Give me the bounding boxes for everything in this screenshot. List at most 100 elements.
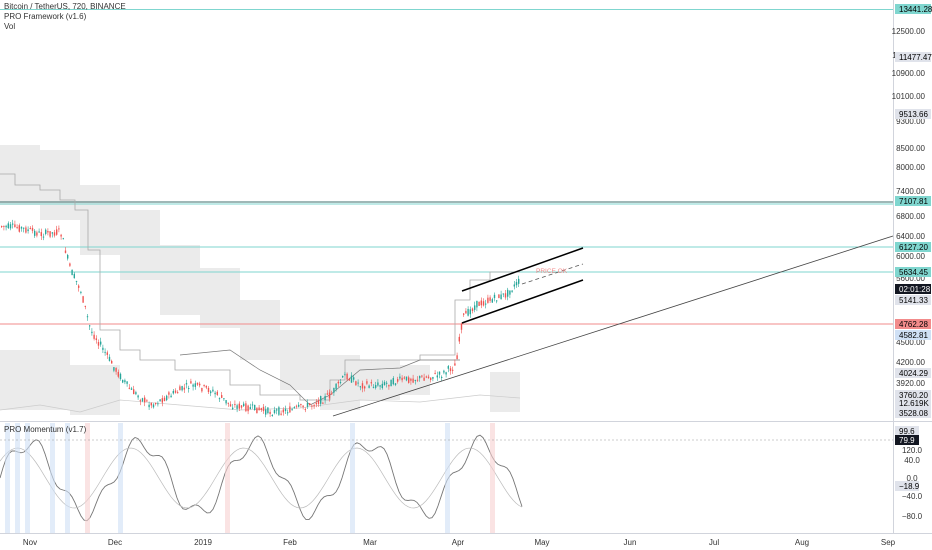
candle-body: [203, 385, 205, 387]
candle-body: [430, 377, 432, 381]
candle-body: [342, 375, 344, 378]
candle-body: [513, 284, 515, 287]
candle-body: [194, 383, 196, 387]
price-channel[interactable]: [461, 247, 584, 324]
candle-body: [469, 309, 471, 315]
candle-body: [331, 393, 333, 395]
candle-body: [260, 408, 262, 410]
cloud-block: [120, 210, 160, 280]
candle-body: [293, 407, 295, 409]
time-label: Aug: [795, 538, 809, 547]
price-tag: 6127.20: [895, 242, 931, 252]
candle-body: [212, 389, 214, 392]
momentum-zone: [118, 423, 123, 533]
candle-body: [447, 366, 449, 369]
candle-body: [45, 229, 47, 234]
candle-body: [23, 227, 25, 229]
candle-body: [84, 305, 86, 307]
candle-body: [218, 398, 221, 400]
time-axis[interactable]: Nov Dec 2019 Feb Mar Apr May Jun Jul Aug Sep: [23, 538, 896, 547]
momentum-zone: [25, 423, 30, 533]
candle-body: [5, 225, 7, 228]
price-tag: 02:01:28: [895, 284, 931, 294]
candle-body: [454, 363, 456, 366]
candle-body: [36, 232, 38, 236]
candle-body: [500, 294, 502, 300]
candle-body: [185, 383, 188, 385]
candle-body: [223, 398, 225, 400]
candle-body: [174, 390, 177, 393]
price-tags: 13441.28 11477.47 9513.66 7107.81 6127.20 563…: [895, 4, 932, 418]
candle-body: [357, 382, 359, 384]
candle-body: [58, 228, 60, 230]
cloud-block: [70, 365, 120, 415]
cloud-block: [200, 268, 240, 328]
momentum-zone: [490, 423, 495, 533]
candle-body: [377, 382, 379, 386]
channel-mid: [521, 263, 584, 285]
cloud-block: [0, 145, 40, 205]
candle-body: [89, 325, 91, 327]
price-tag: 7107.81: [895, 196, 931, 206]
momentum-legend[interactable]: PRO Momentum (v1.7): [4, 425, 87, 434]
price-tag: 4582.81: [895, 330, 931, 340]
candle-body: [388, 384, 390, 387]
momentum-zone: [225, 423, 230, 533]
candle-body: [346, 373, 348, 380]
candle-body: [425, 376, 427, 378]
momentum-tick-label: 0.0: [906, 474, 918, 483]
price-axis[interactable]: 12500.0011700.0010900.0010100.009300.008…: [892, 27, 926, 410]
candle-body: [390, 379, 392, 387]
svg-text:9513.66: 9513.66: [899, 110, 928, 119]
candle-body: [16, 226, 18, 229]
candle-body: [280, 413, 282, 415]
candle-body: [434, 372, 436, 374]
momentum-lines: [0, 423, 523, 533]
channel-lower: [461, 279, 584, 324]
framework-indicator-label[interactable]: PRO Framework (v1.6): [4, 12, 87, 21]
candle-body: [73, 273, 75, 279]
horizontal-levels: [0, 9, 893, 325]
svg-text:5141.33: 5141.33: [899, 296, 928, 305]
trend-line[interactable]: [332, 235, 894, 417]
candle-body: [291, 409, 293, 411]
candle-body: [38, 231, 40, 233]
volume-indicator-label[interactable]: Vol: [4, 22, 16, 31]
price-tick-label: 9300.00: [896, 117, 925, 126]
symbol-title[interactable]: Bitcoin / TetherUS, 720, BINANCE: [4, 2, 126, 11]
time-label: May: [534, 538, 549, 547]
candles: [1, 219, 520, 418]
momentum-tag: −18.9: [895, 481, 920, 491]
candle-body: [148, 404, 150, 408]
candle-body: [56, 229, 58, 235]
candle-body: [60, 234, 62, 237]
candle-body: [269, 411, 271, 414]
candle-body: [414, 379, 416, 381]
framework-cloud: [0, 145, 520, 415]
momentum-tick-label: −40.0: [902, 492, 923, 501]
time-label: Dec: [108, 538, 122, 547]
candle-body: [267, 407, 269, 414]
candle-body: [157, 403, 159, 405]
cloud-block: [280, 330, 320, 390]
price-tag: 13441.28: [895, 4, 932, 14]
candle-body: [133, 389, 135, 395]
candle-body: [383, 382, 386, 386]
momentum-zone: [65, 423, 70, 533]
price-tick-label: 8000.00: [896, 163, 925, 172]
candle-body: [34, 230, 36, 236]
candle-body: [421, 375, 423, 377]
candle-body: [78, 285, 80, 288]
momentum-axis[interactable]: 120.040.0 0.0 −40.0 −80.0: [902, 446, 923, 521]
price-ok-label: PRICE OK: [536, 268, 568, 275]
candle-body: [49, 231, 51, 237]
candle-body: [82, 296, 84, 303]
svg-text:6127.20: 6127.20: [899, 243, 928, 252]
candle-body: [243, 403, 245, 406]
candle-body: [179, 386, 181, 391]
candle-body: [436, 375, 438, 378]
candle-body: [100, 341, 102, 345]
svg-text:13441.28: 13441.28: [899, 5, 932, 14]
candle-body: [3, 225, 5, 227]
